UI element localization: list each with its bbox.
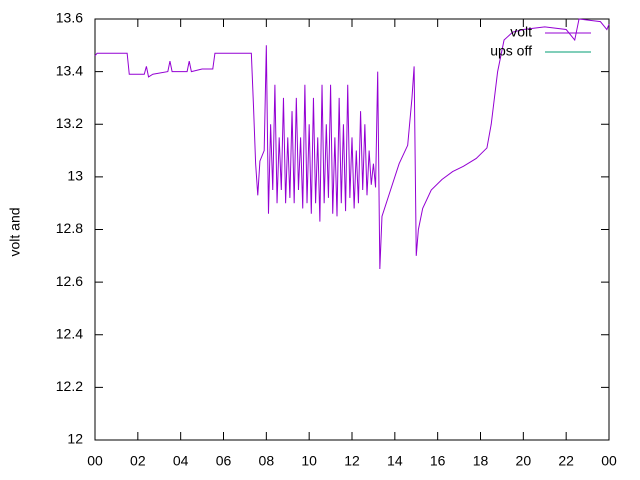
x-tick-label: 06 [216,453,232,469]
y-tick-label: 12 [67,431,83,447]
y-tick-label: 13.6 [56,10,83,26]
x-tick-label: 14 [387,453,403,469]
x-tick-label: 00 [601,453,617,469]
x-tick-label: 16 [430,453,446,469]
x-tick-label: 04 [173,453,189,469]
x-tick-label: 18 [473,453,489,469]
legend-label: volt [510,24,532,40]
x-tick-label: 02 [130,453,146,469]
x-tick-label: 08 [259,453,275,469]
x-tick-label: 10 [301,453,317,469]
y-tick-label: 13.2 [56,115,83,131]
y-tick-label: 12.6 [56,273,83,289]
x-tick-label: 12 [344,453,360,469]
y-tick-label: 13.4 [56,62,83,78]
plot-border [94,18,610,441]
y-tick-label: 12.2 [56,378,83,394]
y-tick-label: 12.8 [56,220,83,236]
y-tick-label: 12.4 [56,325,83,341]
y-axis-label: volt and [7,207,23,256]
x-tick-label: 22 [558,453,574,469]
legend-label: ups off [490,43,532,59]
x-tick-label: 20 [516,453,532,469]
series-line [94,18,610,269]
y-tick-label: 13 [67,168,83,184]
x-tick-label: 00 [87,453,103,469]
